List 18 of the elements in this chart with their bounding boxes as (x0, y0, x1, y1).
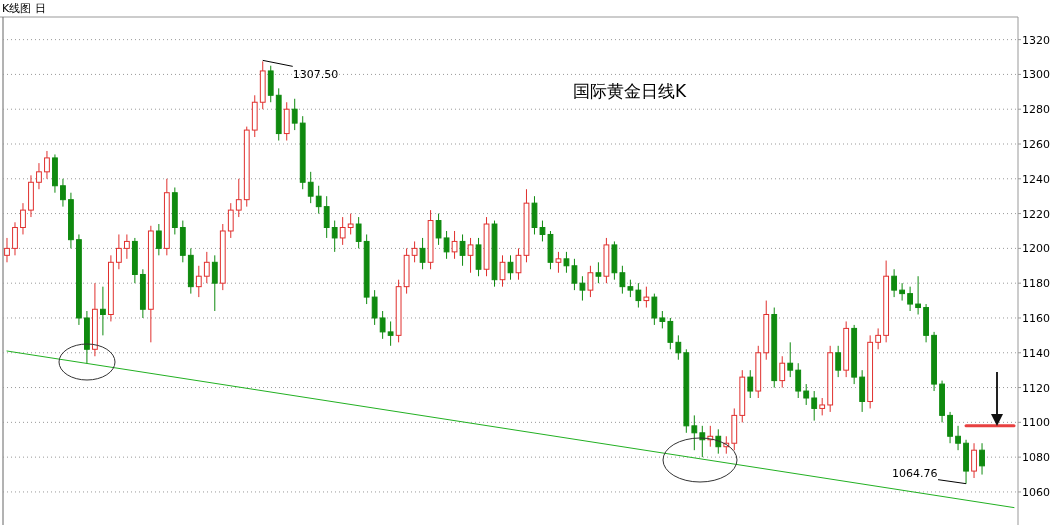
y-tick-label: 1060 (1022, 485, 1050, 499)
y-tick-label: 1300 (1022, 68, 1050, 82)
annotation: 1064.76 (892, 466, 938, 480)
annotation: 国际黄金日线K (573, 81, 687, 101)
y-tick-label: 1200 (1022, 242, 1050, 256)
y-tick-label: 1280 (1022, 103, 1050, 117)
y-tick-label: 1180 (1022, 277, 1050, 291)
y-tick-label: 1260 (1022, 138, 1050, 151)
chart-title: K线图 日 (2, 2, 46, 15)
y-tick-label: 1160 (1022, 311, 1050, 325)
y-tick-label: 1080 (1022, 451, 1050, 465)
annotation: 1307.50 (292, 68, 339, 82)
y-tick-label: 1220 (1022, 207, 1050, 221)
y-tick-label: 1320 (1022, 33, 1050, 47)
y-tick-label: 1100 (1022, 416, 1050, 430)
y-tick-label: 1140 (1022, 346, 1050, 360)
y-tick-label: 1120 (1022, 381, 1050, 395)
y-tick-label: 1240 (1022, 172, 1050, 186)
